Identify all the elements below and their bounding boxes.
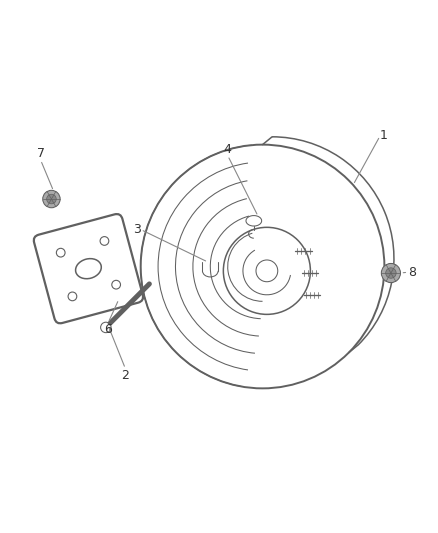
Text: 6: 6 xyxy=(104,323,112,336)
Text: 3: 3 xyxy=(133,223,141,236)
Circle shape xyxy=(43,190,60,208)
Text: 1: 1 xyxy=(380,130,388,142)
Text: 8: 8 xyxy=(408,265,417,279)
Text: 4: 4 xyxy=(224,142,232,156)
Circle shape xyxy=(101,322,111,333)
Text: 2: 2 xyxy=(121,369,129,382)
Circle shape xyxy=(381,263,400,282)
Text: 7: 7 xyxy=(36,147,45,160)
Circle shape xyxy=(386,268,396,278)
Circle shape xyxy=(47,194,56,204)
